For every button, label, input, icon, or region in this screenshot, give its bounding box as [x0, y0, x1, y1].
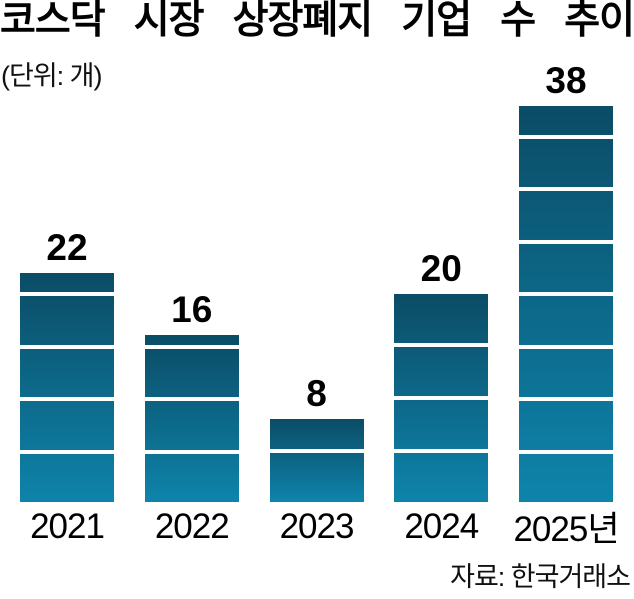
bar-segment — [519, 243, 613, 293]
bar-segment — [20, 273, 114, 293]
unit-label: (단위: 개) — [1, 61, 103, 91]
x-axis-label: 2025년 — [513, 510, 619, 549]
bar-segment — [519, 191, 613, 240]
bar-value-label: 20 — [420, 248, 462, 289]
bar-value-label: 8 — [306, 373, 327, 414]
x-axis-label: 2022 — [154, 506, 230, 546]
bar-segment — [20, 453, 114, 502]
x-axis-label: 2021 — [30, 506, 105, 546]
bar-2022 — [144, 335, 239, 502]
bar-group-2025년: 38 2025년 — [513, 60, 619, 551]
bar-group-2022: 16 2022 — [144, 289, 239, 551]
bar-segment — [144, 335, 239, 345]
bar-segment — [519, 139, 613, 188]
bar-chart: 22 2021 16 2022 8 2023 20 2024 38 2025년 — [20, 60, 620, 551]
bar-segment — [20, 296, 114, 345]
bar-group-2024: 20 2024 — [394, 248, 489, 551]
chart-title: 코스닥 시장 상장폐지 기업 수 추이 — [0, 0, 634, 42]
bar-segment — [519, 453, 613, 502]
bar-segment — [519, 401, 613, 450]
bar-2021 — [20, 273, 114, 502]
bar-segment — [394, 294, 489, 343]
bar-segment — [144, 348, 239, 398]
bar-segment — [394, 400, 489, 449]
bar-value-label: 16 — [171, 289, 213, 330]
bar-segment — [144, 453, 239, 502]
bar-group-2023: 8 2023 — [269, 373, 364, 551]
bar-segment — [394, 347, 489, 396]
x-axis-label: 2024 — [404, 506, 479, 546]
bar-value-label: 22 — [46, 227, 88, 268]
bar-2023 — [269, 419, 364, 502]
bar-segment — [394, 453, 489, 502]
bar-2024 — [394, 294, 489, 502]
bar-segment — [269, 419, 364, 449]
bar-segment — [519, 106, 613, 136]
bar-segment — [269, 452, 364, 502]
bar-segment — [144, 401, 239, 450]
bar-group-2021: 22 2021 — [20, 229, 114, 551]
bar-segment — [20, 348, 114, 398]
x-axis-label: 2023 — [279, 506, 355, 546]
bar-2025년 — [519, 106, 613, 502]
bar-segment — [519, 296, 613, 345]
bar-segment — [20, 401, 114, 450]
bar-segment — [519, 348, 613, 398]
source-label: 자료: 한국거래소 — [450, 562, 631, 592]
bar-value-label: 38 — [545, 60, 587, 101]
